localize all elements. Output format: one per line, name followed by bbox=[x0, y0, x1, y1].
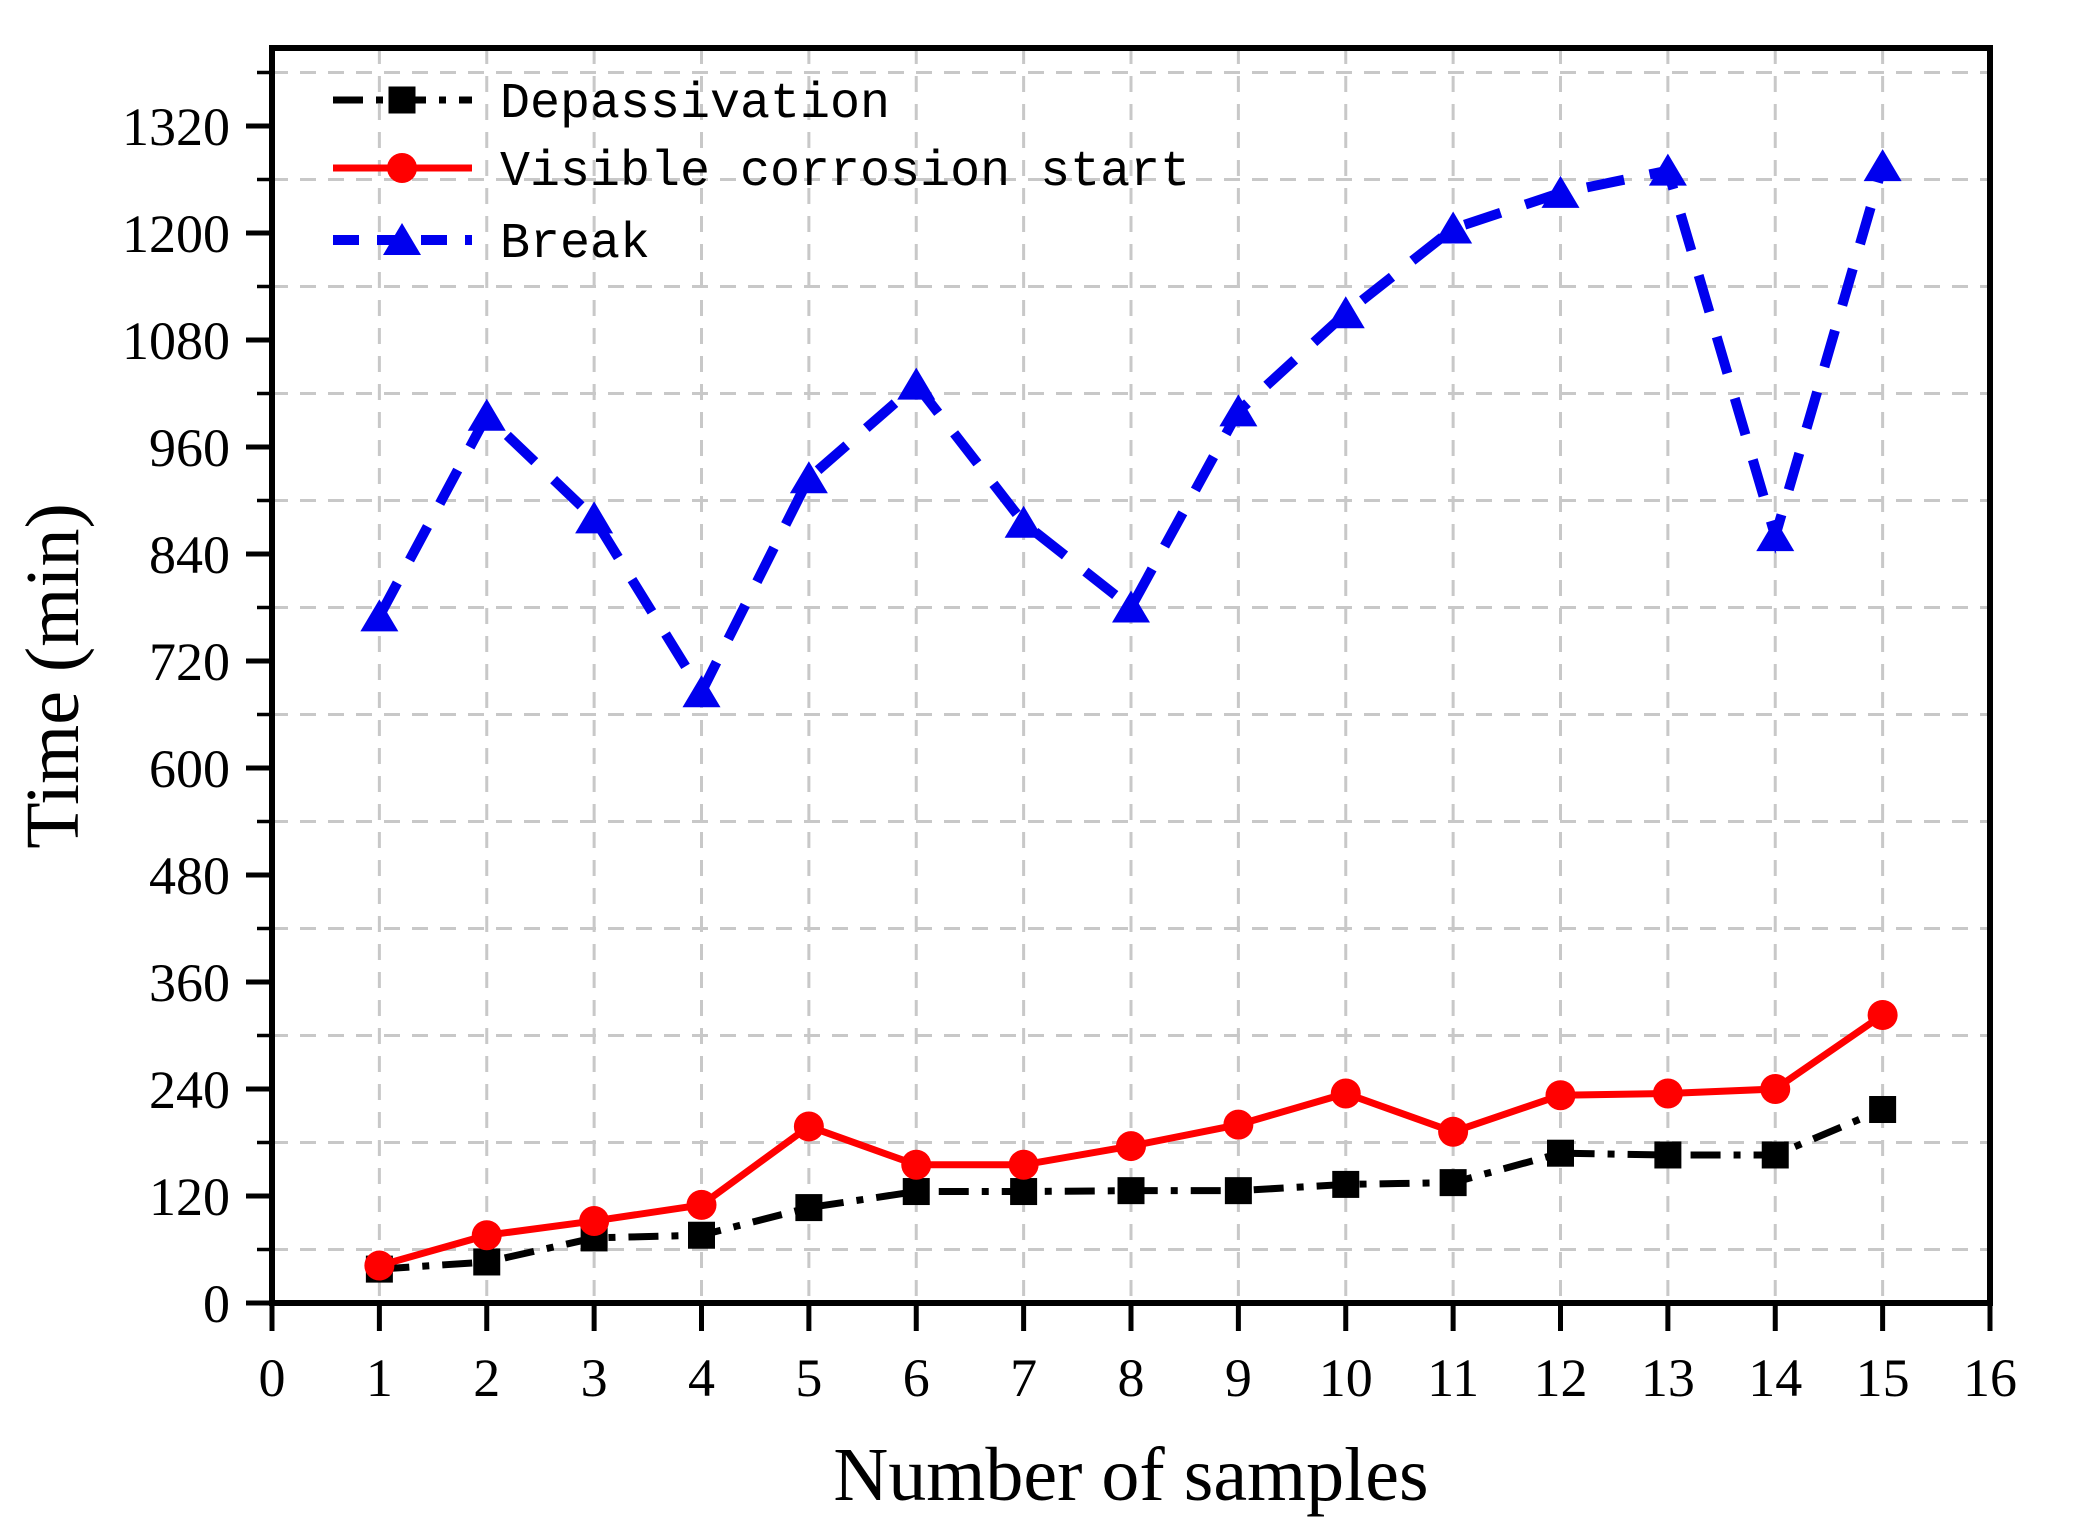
data-point-marker bbox=[467, 398, 506, 431]
legend-marker bbox=[387, 153, 417, 183]
y-tick-label: 720 bbox=[149, 632, 230, 692]
y-tick-label: 360 bbox=[149, 953, 230, 1013]
y-tick-label: 1320 bbox=[122, 97, 230, 157]
data-point-marker bbox=[1652, 1078, 1683, 1109]
x-tick-label: 13 bbox=[1641, 1348, 1695, 1408]
legend-label: Visible corrosion start bbox=[500, 144, 1190, 201]
x-tick-label: 2 bbox=[473, 1348, 500, 1408]
y-tick-label: 600 bbox=[149, 739, 230, 799]
legend-item-depassivation: Depassivation bbox=[333, 76, 890, 133]
data-point-marker bbox=[471, 1220, 502, 1251]
x-tick-label: 0 bbox=[259, 1348, 286, 1408]
x-tick-label: 5 bbox=[795, 1348, 822, 1408]
x-tick-label: 16 bbox=[1963, 1348, 2017, 1408]
x-tick-label: 11 bbox=[1427, 1348, 1479, 1408]
y-tick-label: 480 bbox=[149, 846, 230, 906]
y-axis-title: Time (min) bbox=[11, 503, 95, 849]
legend-marker bbox=[388, 86, 416, 114]
x-tick-label: 6 bbox=[903, 1348, 930, 1408]
data-point-marker bbox=[1330, 1078, 1361, 1109]
data-point-marker bbox=[1010, 1178, 1038, 1206]
axes: 0 1 2 3 4 5 6 7 8 9 10 11 12 13 14 15 160120240360480600… bbox=[122, 45, 2017, 1408]
x-tick-label: 12 bbox=[1534, 1348, 1588, 1408]
data-point-marker bbox=[789, 461, 828, 494]
data-point-marker bbox=[793, 1111, 824, 1142]
legend-item-break: Break bbox=[333, 216, 650, 273]
legend-item-visible-corrosion-start: Visible corrosion start bbox=[333, 144, 1190, 201]
data-point-marker bbox=[682, 675, 721, 708]
data-point-marker bbox=[1332, 1170, 1360, 1198]
data-point-marker bbox=[795, 1194, 823, 1222]
data-point-marker bbox=[1545, 1080, 1576, 1111]
data-point-marker bbox=[901, 1149, 932, 1180]
legend: Depassivation Visible corrosion start Brea… bbox=[333, 76, 1190, 273]
series bbox=[360, 149, 1902, 1283]
data-point-marker bbox=[1224, 1177, 1252, 1205]
data-point-marker bbox=[688, 1221, 715, 1249]
data-point-marker bbox=[1008, 1149, 1039, 1180]
data-point-marker bbox=[1863, 149, 1902, 182]
data-point-marker bbox=[1869, 1096, 1897, 1124]
data-point-marker bbox=[1004, 505, 1043, 538]
data-point-marker bbox=[686, 1189, 717, 1220]
data-point-marker bbox=[1547, 1139, 1574, 1167]
x-tick-label: 3 bbox=[581, 1348, 608, 1408]
x-tick-label: 9 bbox=[1225, 1348, 1252, 1408]
data-point-marker bbox=[1117, 1177, 1145, 1205]
y-tick-label: 0 bbox=[203, 1274, 230, 1334]
data-point-marker bbox=[579, 1205, 610, 1236]
data-point-marker bbox=[1541, 175, 1580, 208]
data-point-marker bbox=[902, 1178, 930, 1206]
data-point-marker bbox=[1648, 153, 1687, 186]
x-tick-label: 14 bbox=[1748, 1348, 1802, 1408]
data-point-marker bbox=[1760, 1074, 1791, 1104]
y-tick-label: 840 bbox=[149, 525, 230, 585]
data-point-marker bbox=[897, 367, 936, 400]
legend-label: Depassivation bbox=[500, 76, 890, 133]
series-visible-corrosion-start bbox=[364, 999, 1898, 1281]
y-tick-label: 1200 bbox=[122, 204, 230, 264]
data-point-marker bbox=[1223, 1109, 1254, 1140]
x-tick-label: 4 bbox=[688, 1348, 715, 1408]
x-tick-label: 1 bbox=[366, 1348, 393, 1408]
y-tick-label: 240 bbox=[149, 1060, 230, 1120]
legend-marker bbox=[383, 223, 421, 255]
x-tick-label: 8 bbox=[1118, 1348, 1145, 1408]
data-point-marker bbox=[360, 599, 399, 632]
data-point-marker bbox=[473, 1248, 501, 1276]
data-point-marker bbox=[1112, 590, 1150, 623]
x-tick-label: 15 bbox=[1856, 1348, 1910, 1408]
x-axis-title: Number of samples bbox=[833, 1433, 1428, 1517]
data-point-marker bbox=[1756, 519, 1795, 552]
data-point-marker bbox=[1326, 296, 1365, 329]
y-tick-label: 120 bbox=[149, 1167, 230, 1227]
data-point-marker bbox=[1434, 211, 1473, 244]
data-point-marker bbox=[364, 1250, 395, 1281]
data-point-marker bbox=[1219, 394, 1258, 427]
series-break bbox=[360, 149, 1902, 708]
y-tick-label: 1080 bbox=[122, 311, 230, 371]
data-point-marker bbox=[1438, 1116, 1469, 1147]
x-tick-label: 10 bbox=[1319, 1348, 1373, 1408]
legend-label: Break bbox=[500, 216, 650, 273]
y-tick-label: 960 bbox=[149, 418, 230, 478]
data-point-marker bbox=[1761, 1141, 1789, 1169]
data-point-marker bbox=[1867, 999, 1898, 1030]
data-point-marker bbox=[1654, 1141, 1682, 1169]
data-point-marker bbox=[1116, 1131, 1146, 1162]
x-tick-label: 7 bbox=[1010, 1348, 1037, 1408]
data-point-marker bbox=[575, 501, 614, 534]
data-point-marker bbox=[1439, 1169, 1467, 1197]
